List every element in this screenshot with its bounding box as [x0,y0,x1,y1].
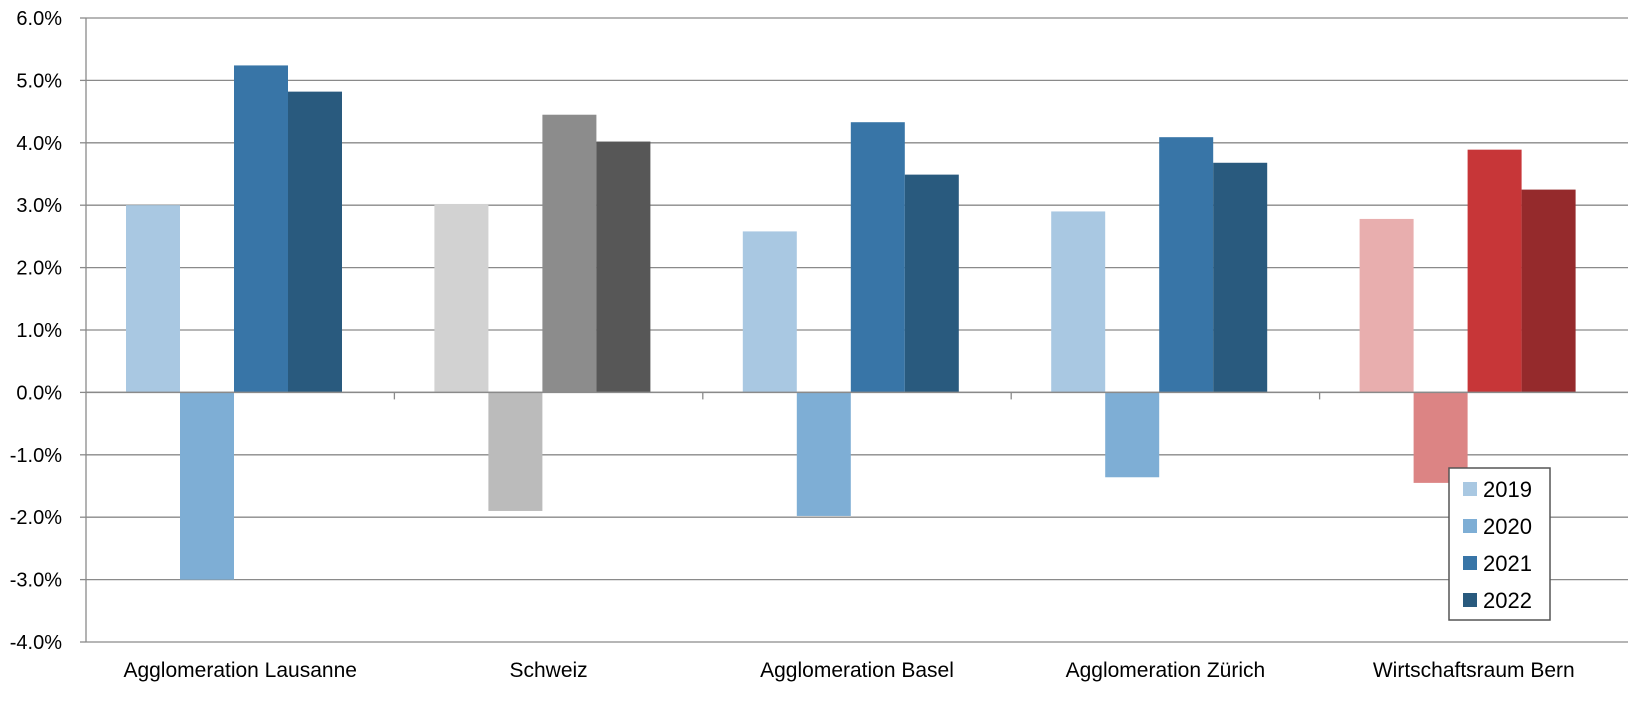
y-tick-label: -1.0% [10,445,62,467]
legend-label: 2020 [1483,514,1532,539]
x-tick-label: Agglomeration Basel [760,659,954,682]
bar [1467,149,1522,393]
bar [1105,392,1160,478]
bar [1159,137,1214,393]
y-tick-label: -3.0% [10,570,62,592]
bars [126,65,1576,580]
legend-label: 2022 [1483,588,1532,613]
y-tick-label: 0.0% [16,382,62,404]
x-tick-label: Agglomeration Zürich [1066,659,1266,682]
y-tick-label: 6.0% [16,8,62,30]
legend-label: 2019 [1483,477,1532,502]
legend-swatch [1463,482,1477,496]
y-tick-label: 2.0% [16,258,62,280]
legend-label: 2021 [1483,551,1532,576]
y-tick-label: 1.0% [16,320,62,342]
bar [904,174,959,393]
legend: 2019 2020 2021 2022 [1448,467,1551,621]
bar [434,203,489,393]
bar [796,392,851,516]
bar [1213,162,1268,393]
x-tick-label: Wirtschaftsraum Bern [1373,659,1575,682]
bar [850,122,905,393]
y-tick-label: -2.0% [10,507,62,529]
bar [1359,218,1414,393]
bar [234,65,288,393]
y-tick-label: 5.0% [16,70,62,92]
bar [1521,189,1576,393]
y-tick-label: 3.0% [16,195,62,217]
y-axis: 6.0% 5.0% 4.0% 3.0% 2.0% 1.0% 0.0% -1.0% -2.0% -3… [10,8,87,654]
bar [288,91,342,393]
bar [542,114,597,393]
legend-swatch [1463,593,1477,607]
y-tick-label: 4.0% [16,133,62,155]
bar [488,392,543,511]
bar [596,141,651,393]
legend-swatch [1463,556,1477,570]
bar [1051,211,1106,393]
y-tick-label: -4.0% [10,632,62,654]
bar [126,205,180,393]
x-axis: Agglomeration Lausanne Schweiz Agglomerati… [86,391,1628,682]
bar [742,231,797,393]
legend-swatch [1463,519,1477,533]
x-tick-label: Agglomeration Lausanne [123,659,357,682]
bar [180,392,234,580]
x-tick-label: Schweiz [509,659,587,682]
